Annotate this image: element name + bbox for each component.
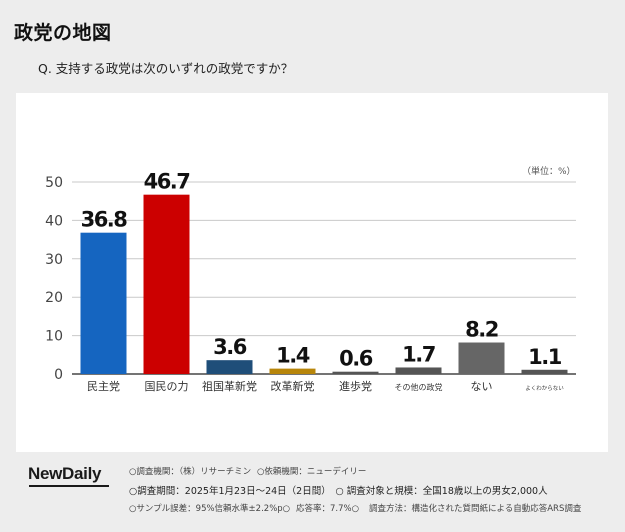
- client-agency: ○依頼機関：ニューデイリー: [257, 467, 367, 477]
- logo-underline: [29, 485, 109, 487]
- footer: NewDaily ○調査機関：（株）リサーチミン ○依頼機関：ニューデイリー ○…: [0, 452, 625, 532]
- bar: [458, 342, 505, 374]
- category-label: 祖国革新党: [202, 379, 257, 393]
- y-tick-label: 30: [45, 252, 63, 268]
- bar: [80, 232, 127, 374]
- survey-period-and-scope: ○調査期間：2025年1月23日〜24日（2日間） ○ 調査対象と規模：全国18…: [129, 486, 548, 497]
- data-label: 1.4: [276, 344, 310, 368]
- data-label: 46.7: [144, 170, 190, 194]
- category-label: 民主党: [87, 380, 120, 393]
- bar: [521, 369, 568, 374]
- category-label: よくわからない: [525, 385, 564, 392]
- bar: [395, 367, 442, 374]
- data-label: 1.1: [528, 345, 562, 369]
- survey-question: Q. 支持する政党は次のいずれの政党ですか？: [38, 61, 294, 76]
- data-label: 8.2: [465, 318, 498, 342]
- survey-agency: ○調査機関：（株）リサーチミン: [129, 467, 252, 477]
- y-tick-label: 0: [54, 367, 63, 383]
- bar: [206, 360, 253, 374]
- y-tick-label: 40: [45, 213, 63, 229]
- data-label: 1.7: [402, 342, 435, 366]
- data-label: 3.6: [213, 335, 247, 359]
- category-label: 進歩党: [339, 379, 372, 393]
- page-title: 政党の地図: [14, 22, 112, 44]
- data-label: 0.6: [339, 347, 373, 371]
- y-tick-label: 10: [45, 329, 63, 345]
- newdaily-logo: NewDaily: [28, 464, 102, 483]
- y-tick-label: 20: [45, 290, 63, 306]
- bar: [332, 371, 379, 374]
- survey-method: 調査方法：構造化された質問紙による自動応答ARS調査: [369, 504, 582, 514]
- category-label: 改革新党: [271, 379, 315, 393]
- bar-chart: 0 10 20 30 40 50 36.8 民主党 46.7 国民の力 3.6 祖国革新党 1.4 改革新…: [45, 170, 576, 393]
- bar: [143, 194, 190, 374]
- bar: [269, 368, 316, 374]
- category-label: ない: [471, 380, 493, 393]
- category-label: 国民の力: [145, 380, 189, 393]
- y-tick-label: 50: [45, 175, 63, 191]
- sampling-error: ○サンプル誤差：95%信頼水準±2.2%p○: [129, 504, 291, 514]
- category-label: その他の政党: [395, 382, 443, 392]
- response-rate: 応答率：7.7%○: [296, 504, 360, 514]
- unit-label: （単位：%）: [522, 167, 576, 177]
- data-label: 36.8: [81, 208, 128, 232]
